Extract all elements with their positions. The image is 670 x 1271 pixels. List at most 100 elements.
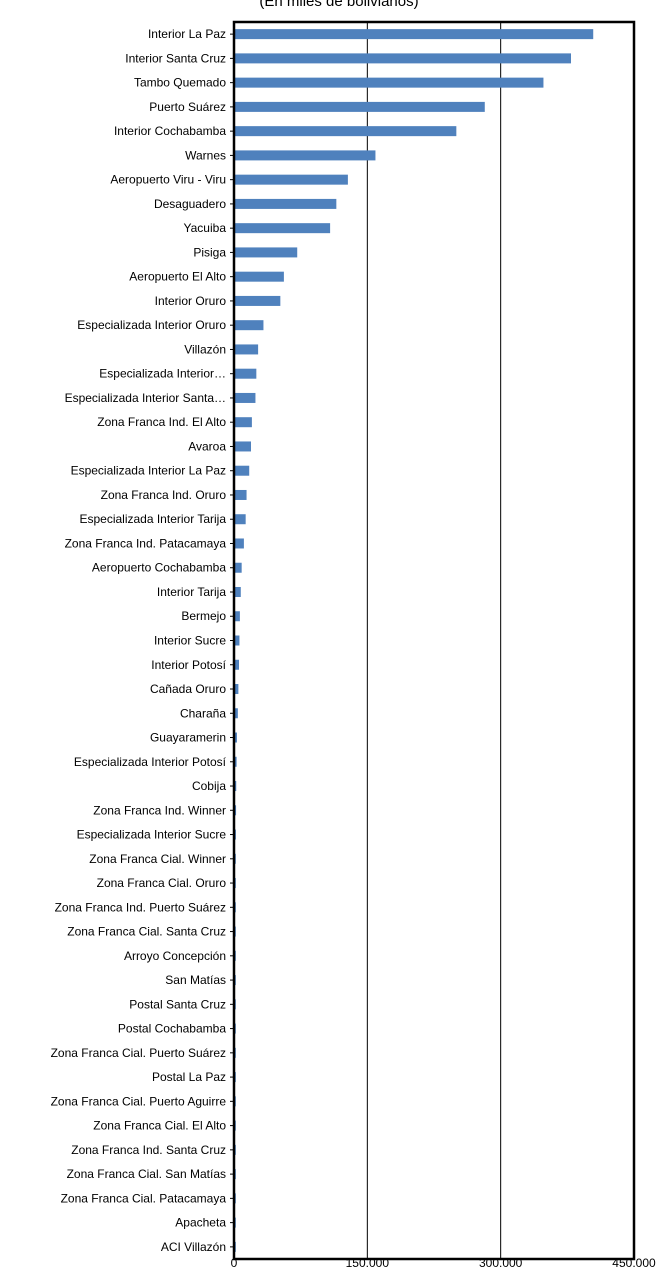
bar bbox=[235, 1047, 236, 1058]
category-label: Yacuiba bbox=[184, 221, 227, 235]
category-label: Especializada Interior Sucre bbox=[77, 828, 227, 842]
category-label: Zona Franca Cial. Santa Cruz bbox=[67, 925, 226, 939]
bar bbox=[235, 878, 236, 889]
category-label: Interior Potosí bbox=[151, 658, 226, 672]
category-label: Zona Franca Ind. El Alto bbox=[97, 415, 226, 429]
bar bbox=[235, 586, 241, 597]
category-label: ACI Villazón bbox=[161, 1240, 226, 1254]
category-label: Aeropuerto Viru - Viru bbox=[110, 173, 226, 187]
bar bbox=[235, 684, 239, 695]
category-label: Villazón bbox=[184, 342, 226, 356]
bar bbox=[235, 1096, 236, 1107]
bar bbox=[235, 1023, 236, 1034]
bar bbox=[235, 538, 244, 549]
bars bbox=[235, 29, 594, 1252]
category-label: Zona Franca Cial. Puerto Suárez bbox=[51, 1046, 226, 1060]
category-label: San Matías bbox=[165, 973, 226, 987]
bar bbox=[235, 659, 239, 670]
bar bbox=[235, 635, 240, 646]
bar bbox=[235, 805, 237, 816]
category-label: Cañada Oruro bbox=[150, 682, 226, 696]
bar bbox=[235, 1217, 236, 1228]
bar bbox=[235, 562, 242, 573]
bar bbox=[235, 489, 247, 500]
bar bbox=[235, 247, 298, 258]
category-label: Charaña bbox=[180, 706, 226, 720]
category-label: Zona Franca Ind. Santa Cruz bbox=[71, 1143, 226, 1157]
category-label: Postal La Paz bbox=[152, 1070, 226, 1084]
bar bbox=[235, 368, 257, 379]
category-label: Zona Franca Cial. Puerto Aguirre bbox=[51, 1094, 227, 1108]
category-label: Aeropuerto Cochabamba bbox=[92, 561, 226, 575]
category-label: Postal Cochabamba bbox=[118, 1022, 226, 1036]
gridlines bbox=[366, 22, 502, 1259]
bar bbox=[235, 417, 252, 428]
bar bbox=[235, 975, 236, 986]
bar bbox=[235, 853, 236, 864]
category-label: Interior La Paz bbox=[148, 27, 226, 41]
category-label: Zona Franca Cial. Patacamaya bbox=[61, 1191, 227, 1205]
category-label: Tambo Quemado bbox=[134, 76, 226, 90]
bar bbox=[235, 101, 485, 112]
bar bbox=[235, 223, 331, 234]
bar bbox=[235, 1120, 236, 1131]
category-label: Zona Franca Cial. Oruro bbox=[97, 876, 227, 890]
bar bbox=[235, 514, 246, 525]
bar bbox=[235, 126, 457, 137]
bar bbox=[235, 926, 236, 937]
category-label: Postal Santa Cruz bbox=[129, 997, 226, 1011]
category-label: Interior Oruro bbox=[155, 294, 227, 308]
category-label: Bermejo bbox=[181, 609, 226, 623]
bar bbox=[235, 29, 594, 40]
bar bbox=[235, 708, 238, 719]
bar bbox=[235, 295, 281, 306]
category-label: Interior Sucre bbox=[154, 634, 226, 648]
category-label: Interior Santa Cruz bbox=[125, 51, 226, 65]
bar bbox=[235, 392, 256, 403]
category-label: Especializada Interior… bbox=[99, 367, 226, 381]
bar bbox=[235, 829, 236, 840]
category-label: Especializada Interior Tarija bbox=[79, 512, 226, 526]
bar bbox=[235, 441, 251, 452]
category-label: Interior Tarija bbox=[157, 585, 226, 599]
bar bbox=[235, 999, 236, 1010]
category-label: Desaguadero bbox=[154, 197, 226, 211]
bar bbox=[235, 320, 264, 331]
category-label: Pisiga bbox=[193, 245, 226, 259]
category-label: Puerto Suárez bbox=[149, 100, 226, 114]
bar bbox=[235, 150, 376, 161]
category-labels: Interior La Paz Interior Santa Cruz Tambo … bbox=[51, 27, 234, 1254]
bar bbox=[235, 950, 236, 961]
category-label: Interior Cochabamba bbox=[114, 124, 226, 138]
category-label: Warnes bbox=[185, 148, 226, 162]
category-label: Cobija bbox=[192, 779, 226, 793]
category-label: Zona Franca Cial. San Matías bbox=[67, 1167, 226, 1181]
bar bbox=[235, 781, 237, 792]
chart-subtitle: (En miles de bolivianos) bbox=[259, 0, 418, 10]
bar bbox=[235, 1241, 236, 1252]
category-label: Especializada Interior Potosí bbox=[74, 755, 227, 769]
category-label: Zona Franca Ind. Winner bbox=[93, 803, 226, 817]
category-label: Apacheta bbox=[175, 1216, 226, 1230]
bar bbox=[235, 77, 544, 88]
category-label: Especializada Interior Santa… bbox=[65, 391, 226, 405]
category-label: Arroyo Concepción bbox=[124, 949, 226, 963]
bar bbox=[235, 1072, 236, 1083]
bar bbox=[235, 1169, 236, 1180]
category-label: Avaroa bbox=[188, 439, 226, 453]
category-label: Zona Franca Cial. El Alto bbox=[93, 1119, 226, 1133]
bar bbox=[235, 756, 237, 767]
bar bbox=[235, 344, 259, 355]
bar bbox=[235, 611, 240, 622]
category-label: Zona Franca Cial. Winner bbox=[89, 852, 226, 866]
bar bbox=[235, 465, 250, 476]
bar bbox=[235, 1193, 236, 1204]
x-tick-label: 0 bbox=[231, 1256, 238, 1270]
category-label: Zona Franca Ind. Puerto Suárez bbox=[55, 900, 226, 914]
category-label: Aeropuerto El Alto bbox=[129, 270, 226, 284]
bar bbox=[235, 174, 348, 185]
category-label: Zona Franca Ind. Patacamaya bbox=[65, 536, 227, 550]
bar bbox=[235, 198, 337, 209]
